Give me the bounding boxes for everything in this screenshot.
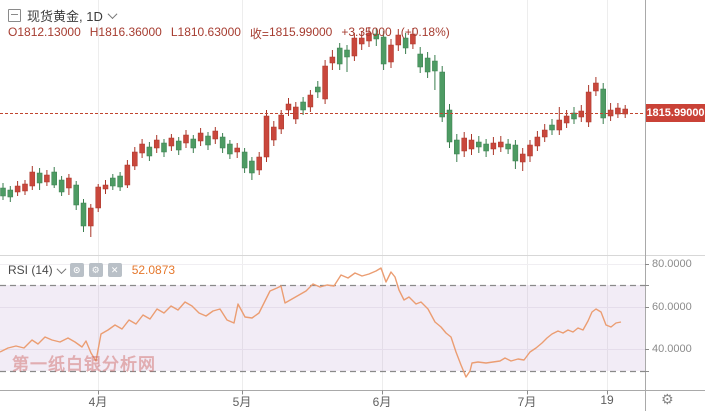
chevron-down-icon[interactable] xyxy=(56,263,67,274)
rsi-value: 52.0873 xyxy=(131,263,176,277)
time-axis-label: 5月 xyxy=(232,395,252,409)
change-percent: (+0.18%) xyxy=(400,25,450,39)
rsi-line xyxy=(0,267,622,378)
rsi-axis-label: 60.0000 xyxy=(652,301,692,313)
rsi-axis-label: 80.0000 xyxy=(652,258,692,270)
ohlc-readout: O 1812.13000 H 1816.36000 L 1810.63000 收= 18… xyxy=(8,25,450,42)
remove-indicator-icon[interactable]: ✕ xyxy=(107,263,122,277)
axis-settings-gear-icon[interactable]: ⚙ xyxy=(661,391,674,407)
high-value: 1816.36000 xyxy=(98,25,162,39)
symbol-legend: 现货黄金, 1D xyxy=(8,6,118,25)
candlestick-series[interactable] xyxy=(0,27,628,237)
open-value: 1812.13000 xyxy=(17,25,81,39)
rsi-legend: RSI (14) ⊙ ⚙ ✕ 52.0873 xyxy=(8,263,175,277)
indicator-settings-icon[interactable]: ⚙ xyxy=(88,263,103,277)
last-price-tag: 1815.99000 xyxy=(646,104,705,122)
interval-label: 1D xyxy=(86,9,103,24)
time-axis-label: 19 xyxy=(600,393,614,407)
time-axis-label: 4月 xyxy=(88,395,108,409)
close-value: 1815.99000 xyxy=(268,25,333,39)
open-label: O xyxy=(8,25,18,39)
symbol-name[interactable]: 现货黄金, 1D xyxy=(27,9,103,24)
collapse-icon[interactable] xyxy=(8,9,21,22)
hide-indicator-icon[interactable]: ⊙ xyxy=(69,263,84,277)
chevron-down-icon[interactable] xyxy=(107,9,118,20)
close-label: 收= xyxy=(249,27,269,41)
watermark: 第一纸白银分析网 xyxy=(12,355,156,374)
gridlines xyxy=(0,0,645,391)
change-value: +3.35000 xyxy=(341,25,392,39)
high-label: H xyxy=(89,25,99,39)
low-value: 1810.63000 xyxy=(177,25,241,39)
rsi-indicator-label[interactable]: RSI (14) xyxy=(8,263,53,277)
low-label: L xyxy=(170,25,178,39)
rsi-band xyxy=(0,285,645,371)
time-axis-label: 6月 xyxy=(372,395,392,409)
rsi-axis-label: 40.0000 xyxy=(652,343,692,355)
time-axis-label: 7月 xyxy=(517,395,537,409)
